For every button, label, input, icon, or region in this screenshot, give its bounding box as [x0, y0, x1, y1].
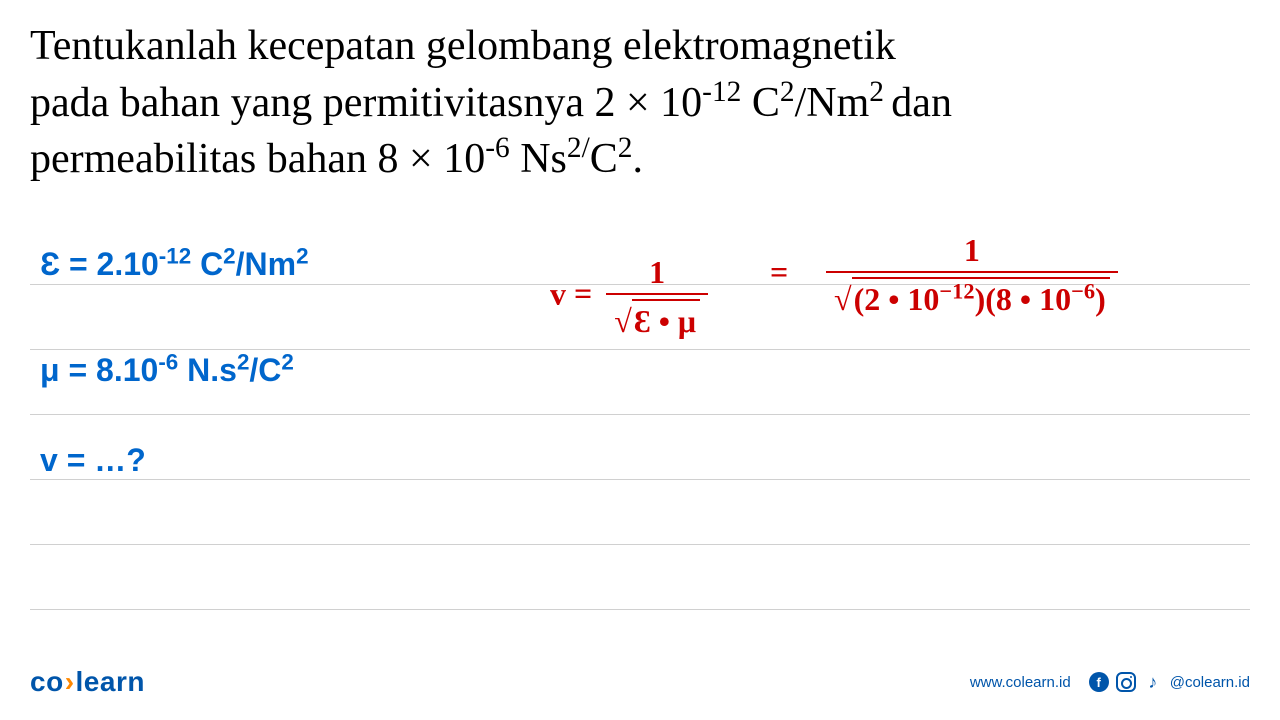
social-icons: f ♪ @colearn.id: [1089, 672, 1250, 692]
tiktok-icon: ♪: [1143, 672, 1163, 692]
sqrt-content-1: Ɛ • μ: [632, 299, 700, 340]
eps-mid: C: [191, 246, 223, 282]
d2-mid: )(8 • 10: [975, 281, 1072, 317]
q-line3-prefix: permeabilitas bahan 8 × 10: [30, 136, 485, 182]
d2-exp1: −12: [939, 278, 974, 303]
denominator-1: √Ɛ • μ: [606, 293, 708, 340]
sqrt-sign-2: √: [834, 281, 852, 317]
rule-line: [30, 609, 1250, 610]
question-text: Tentukanlah kecepatan gelombang elektrom…: [30, 18, 1250, 188]
mu-mid: N.s: [178, 352, 237, 388]
q-line2-exp1: -12: [702, 76, 741, 108]
d2-exp2: −6: [1071, 278, 1095, 303]
q-line3-exp3: 2: [618, 132, 633, 164]
rule-line: [30, 544, 1250, 545]
formula-equals: =: [770, 254, 788, 291]
fraction-2: 1 √(2 • 10−12)(8 • 10−6): [826, 232, 1118, 318]
logo-co: co: [30, 666, 64, 697]
given-mu: μ = 8.10-6 N.s2/C2: [40, 352, 294, 389]
mu-exp1: -6: [158, 349, 178, 374]
q-line3-mid: Ns: [510, 136, 567, 182]
q-line3-exp1: -6: [485, 132, 509, 164]
q-line2-mid: C: [741, 80, 780, 126]
website-url: www.colearn.id: [970, 674, 1071, 691]
q-line3-exp2: 2/: [567, 132, 590, 164]
q-line2-exp2: 2: [780, 76, 795, 108]
logo-dot: ›: [65, 666, 75, 697]
formula-frac2: 1 √(2 • 10−12)(8 • 10−6): [820, 232, 1124, 318]
mu-mid2: /C: [249, 352, 281, 388]
given-v-question: v = …?: [40, 442, 146, 479]
formula-v-eq: v = 1 √Ɛ • μ: [550, 254, 714, 340]
brand-logo: co›learn: [30, 666, 145, 698]
q-line3-suffix: .: [632, 136, 643, 182]
rule-line: [30, 479, 1250, 480]
rule-line: [30, 414, 1250, 415]
instagram-icon: [1116, 672, 1136, 692]
numerator-1: 1: [606, 254, 708, 293]
numerator-2: 1: [826, 232, 1118, 271]
eps-mid2: /Nm: [236, 246, 296, 282]
d2-close: ): [1095, 281, 1106, 317]
question-area: Tentukanlah kecepatan gelombang elektrom…: [0, 0, 1280, 198]
mu-exp3: 2: [281, 349, 293, 374]
denominator-2: √(2 • 10−12)(8 • 10−6): [826, 271, 1118, 318]
eps-exp3: 2: [296, 243, 308, 268]
rule-line: [30, 349, 1250, 350]
eps-exp1: -12: [159, 243, 191, 268]
given-epsilon: Ɛ = 2.10-12 C2/Nm2: [40, 246, 309, 283]
eps-exp2: 2: [223, 243, 235, 268]
footer-right: www.colearn.id f ♪ @colearn.id: [970, 672, 1250, 692]
q-line3-mid2: C: [590, 136, 618, 182]
q-line1: Tentukanlah kecepatan gelombang elektrom…: [30, 23, 896, 69]
facebook-icon: f: [1089, 672, 1109, 692]
footer: co›learn www.colearn.id f ♪ @colearn.id: [30, 666, 1250, 698]
q-line2-prefix: pada bahan yang permitivitasnya 2 × 10: [30, 80, 702, 126]
fraction-1: 1 √Ɛ • μ: [606, 254, 708, 340]
v-eq: v =: [550, 275, 592, 311]
mu-exp2: 2: [237, 349, 249, 374]
logo-learn: learn: [76, 666, 145, 697]
q-line2-exp3: 2: [869, 76, 891, 108]
q-line2-mid2: /Nm: [795, 80, 870, 126]
sqrt-sign-1: √: [614, 303, 632, 339]
sqrt-content-2: (2 • 10−12)(8 • 10−6): [852, 277, 1110, 318]
q-line2-suffix: dan: [891, 80, 952, 126]
eps-prefix: Ɛ = 2.10: [40, 246, 159, 282]
d2-open: (2 • 10: [854, 281, 940, 317]
social-handle: @colearn.id: [1170, 674, 1250, 691]
mu-prefix: μ = 8.10: [40, 352, 158, 388]
